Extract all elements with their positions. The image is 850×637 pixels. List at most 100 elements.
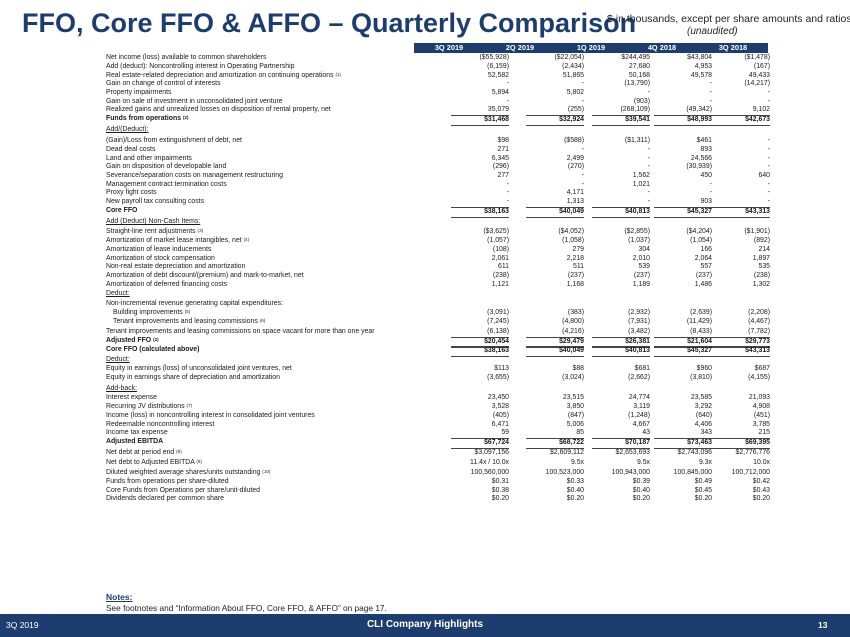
row-value: (640) [695, 412, 712, 419]
row-value: 4,406 [694, 420, 712, 428]
row-value: $42,673 [712, 115, 770, 126]
row-value: - [581, 180, 584, 188]
row-label-text: Funds from operations [106, 115, 182, 122]
table-row: Amortization of lease inducements (108) 27… [106, 246, 770, 255]
row-value: $0.43 [752, 487, 770, 494]
row-label-text: Net debt to Adjusted EBITDA [106, 459, 195, 466]
table-row: Straight-line rent adjustments (3) ($3,62… [106, 228, 770, 237]
table-header: 3Q 2019 2Q 2019 1Q 2019 4Q 2018 3Q 2018 [414, 43, 768, 53]
row-label: Add-back: [106, 385, 137, 394]
row-label-text: Net debt at period end [106, 449, 175, 456]
row-value: $0.20 [694, 495, 712, 502]
row-label-text: Equity in earnings (loss) of unconsolida… [106, 365, 292, 372]
row-value: ($588) [564, 137, 584, 144]
table-row: Add/(Deduct): [106, 126, 770, 135]
row-value: $68,722 [526, 438, 584, 449]
row-value: 1,562 [632, 172, 650, 179]
table-row: Core Funds from Operations per share/uni… [106, 487, 770, 496]
row-value: $960 [696, 365, 712, 372]
row-value: $29,479 [526, 337, 584, 348]
row-value: (13,790) [624, 80, 650, 87]
row-value: - [767, 163, 770, 170]
row-label-text: Add (Deduct) Non-Cash Items: [106, 218, 201, 225]
table-row: Gain on disposition of developable land (… [106, 163, 770, 172]
row-label-text: Dead deal costs [106, 146, 156, 153]
row-label: Deduct: [106, 290, 130, 299]
row-value: (1,058) [562, 237, 584, 244]
table-row: Funds from operations per share-diluted $… [106, 478, 770, 487]
row-value: - [767, 146, 770, 153]
row-value: $40,049 [526, 346, 584, 357]
row-value: $3,097,156 [474, 449, 510, 456]
table-row: Property impairments 5,894 5,802 - - - [106, 89, 770, 98]
row-value: 23,450 [487, 394, 509, 401]
row-label-text: Management contract termination costs [106, 180, 227, 188]
row-value: (4,800) [562, 318, 584, 325]
row-label-text: Proxy fight costs [106, 189, 157, 196]
row-label: Net debt to Adjusted EBITDA (9) [106, 459, 202, 468]
row-value: $29,773 [712, 337, 770, 348]
row-value: $48,993 [654, 115, 712, 126]
row-label-text: Deduct: [106, 356, 130, 363]
row-label: Core FFO (calculated above) [106, 346, 199, 355]
table-row: Adjusted EBITDA $67,724 $68,722 $70,187 $73,… [106, 438, 770, 449]
row-label-text: Core Funds from Operations per share/uni… [106, 487, 260, 494]
row-value: $38,163 [451, 207, 509, 218]
footnote-marker: (9) [196, 459, 203, 464]
row-value: ($22,054) [554, 54, 585, 61]
row-value: - [506, 80, 509, 87]
row-label-text: Tenant improvements and leasing commissi… [113, 318, 258, 325]
row-value: - [767, 98, 770, 105]
row-value: $2,653,693 [615, 449, 651, 456]
row-label-text: Core FFO (calculated above) [106, 346, 200, 353]
row-value: - [506, 180, 509, 188]
row-value: $45,327 [654, 207, 712, 218]
row-label-text: Straight-line rent adjustments [106, 228, 196, 235]
row-value: (237) [695, 272, 712, 279]
table-row: Building improvements (5) (3,091) (383) (2,… [106, 309, 770, 318]
row-value: $0.20 [752, 495, 770, 502]
row-value: (2,208) [748, 309, 770, 316]
footer-period: 3Q 2019 [6, 620, 39, 630]
row-label-text: Deduct: [106, 290, 130, 297]
row-label-text: New payroll tax consulting costs [106, 198, 205, 205]
table-row: Non-incremental revenue generating capit… [106, 300, 770, 309]
row-label: Real estate-related depreciation and amo… [106, 72, 341, 81]
row-label: Recurring JV distributions (7) [106, 403, 192, 412]
row-value: 214 [758, 246, 771, 253]
row-value: $69,395 [712, 438, 770, 449]
row-value: ($3,625) [483, 228, 509, 235]
row-label: Management contract termination costs [106, 181, 227, 190]
row-value: $73,463 [654, 438, 712, 449]
table-row: Amortization of stock compensation 2,061 2… [106, 255, 770, 264]
row-value: 3,850 [566, 403, 584, 410]
row-label: Dead deal costs [106, 146, 155, 155]
row-value: 4,171 [566, 189, 584, 196]
row-value: - [767, 89, 770, 96]
row-label-text: Non-real estate depreciation and amortiz… [106, 263, 246, 270]
notes-text: See footnotes and “Information About FFO… [106, 603, 387, 613]
table-row: Net income (loss) available to common sh… [106, 54, 770, 63]
row-label: Building improvements (5) [113, 309, 190, 318]
row-label-text: Non-incremental revenue generating capit… [106, 300, 283, 307]
row-value: 2,499 [566, 154, 584, 162]
row-value: 5,006 [566, 420, 584, 428]
table-row: Deduct: [106, 356, 770, 365]
row-value: - [581, 80, 584, 87]
table-row: Tenant improvements and leasing commissi… [106, 328, 770, 338]
row-label: Gain on change of control of interests [106, 80, 221, 89]
row-label: Redeemable noncontrolling interest [106, 421, 214, 430]
row-label-text: Severance/separation costs on management… [106, 172, 283, 179]
row-value: 1,121 [491, 281, 509, 288]
row-value: - [581, 172, 584, 179]
row-value: ($4,052) [558, 228, 584, 235]
row-value: 450 [700, 172, 713, 179]
row-value: 24,774 [628, 394, 650, 401]
table-row: Amortization of debt discount/(premium) … [106, 272, 770, 281]
row-value: 304 [638, 246, 651, 253]
row-value: 1,897 [752, 254, 770, 262]
row-value: 3,292 [694, 403, 712, 410]
row-label: Income tax expense [106, 429, 168, 438]
row-value: $32,924 [526, 115, 584, 126]
row-value: $0.40 [632, 487, 650, 494]
